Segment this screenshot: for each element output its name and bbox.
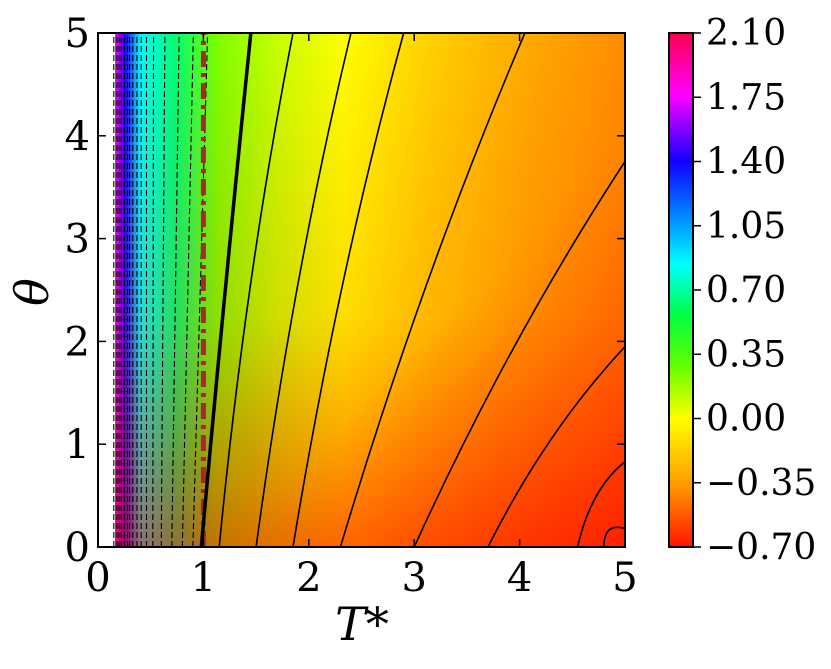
colorbar-tick-label: 1.40 [706,142,786,183]
heatmap-field [98,33,625,547]
colorbar-tick-label: 1.05 [706,206,786,247]
contour-zero [199,33,253,547]
contour-lines [113,33,625,547]
colorbar-tick-label: −0.35 [706,463,816,504]
x-axis-ticks: 0 1 2 3 4 5 [85,33,638,601]
y-axis-ticks: 0 1 2 3 4 5 [65,11,625,571]
y-axis-label: θ [5,278,59,306]
colorbar-tick-label: 1.75 [706,77,786,118]
colorbar-tick-label: 0.00 [706,399,786,440]
y-tick-label: 3 [65,217,90,263]
x-axis-label: T* [335,597,389,651]
colorbar-tick-label: −0.70 [706,527,816,568]
contour-negative [413,161,625,547]
colorbar-tick-label: 0.35 [706,334,786,375]
colorbar-ticks: 2.10 1.75 1.40 1.05 0.70 0.35 0.00 −0.35 −0.70 [693,13,816,568]
y-tick-label: 5 [65,11,90,57]
contour-negative [576,461,625,547]
contour-negative [339,33,526,547]
x-tick-label: 4 [507,555,532,601]
y-tick-label: 4 [65,114,90,160]
y-tick-label: 1 [65,422,90,468]
plot-frame [97,32,626,548]
x-tick-label: 2 [296,555,321,601]
contour-positive [181,33,194,547]
contour-negative [603,526,625,547]
contour-negative [487,345,625,547]
contour-negative [218,33,294,547]
contour-negative [255,33,352,547]
colorbar-tick-label: 2.10 [706,13,786,54]
x-tick-label: 3 [401,555,426,601]
y-tick-label: 0 [65,525,90,571]
colorbar [668,32,694,548]
contour-positive [160,33,166,547]
y-tick-label: 2 [65,319,90,365]
contour-positive [152,33,155,547]
x-tick-label: 5 [612,555,637,601]
colorbar-tick-label: 0.70 [706,270,786,311]
contour-negative [292,33,405,547]
contour-positive [171,33,180,547]
x-tick-label: 1 [191,555,216,601]
x-tick-label: 0 [85,555,110,601]
